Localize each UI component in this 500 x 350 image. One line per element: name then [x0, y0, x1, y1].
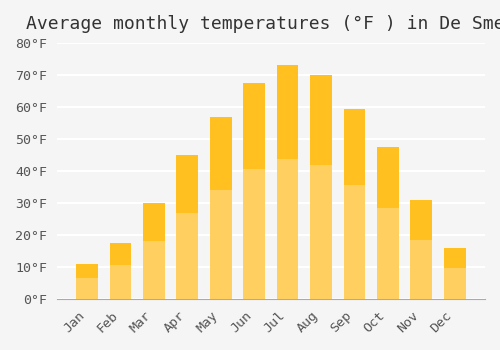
Bar — [276, 65, 298, 299]
Bar — [410, 200, 432, 299]
Bar — [143, 241, 165, 299]
Bar — [377, 208, 398, 299]
Bar — [377, 147, 398, 299]
Bar — [444, 248, 466, 299]
Bar — [76, 278, 98, 299]
Bar — [210, 190, 232, 299]
Bar — [110, 243, 132, 299]
Bar — [344, 108, 365, 299]
Bar — [310, 164, 332, 299]
Bar — [344, 185, 365, 299]
Bar — [76, 264, 98, 299]
Bar — [76, 264, 98, 299]
Bar — [176, 155, 198, 299]
Bar — [310, 75, 332, 299]
Bar — [110, 243, 132, 299]
Bar — [310, 75, 332, 299]
Bar — [210, 117, 232, 299]
Bar — [176, 213, 198, 299]
Bar — [276, 159, 298, 299]
Bar — [244, 83, 265, 299]
Bar — [377, 147, 398, 299]
Bar — [410, 239, 432, 299]
Title: Average monthly temperatures (°F ) in De Smet: Average monthly temperatures (°F ) in De… — [26, 15, 500, 33]
Bar — [244, 169, 265, 299]
Bar — [410, 200, 432, 299]
Bar — [344, 108, 365, 299]
Bar — [210, 117, 232, 299]
Bar — [444, 268, 466, 299]
Bar — [143, 203, 165, 299]
Bar — [444, 248, 466, 299]
Bar — [276, 65, 298, 299]
Bar — [176, 155, 198, 299]
Bar — [110, 266, 132, 299]
Bar — [143, 203, 165, 299]
Bar — [244, 83, 265, 299]
